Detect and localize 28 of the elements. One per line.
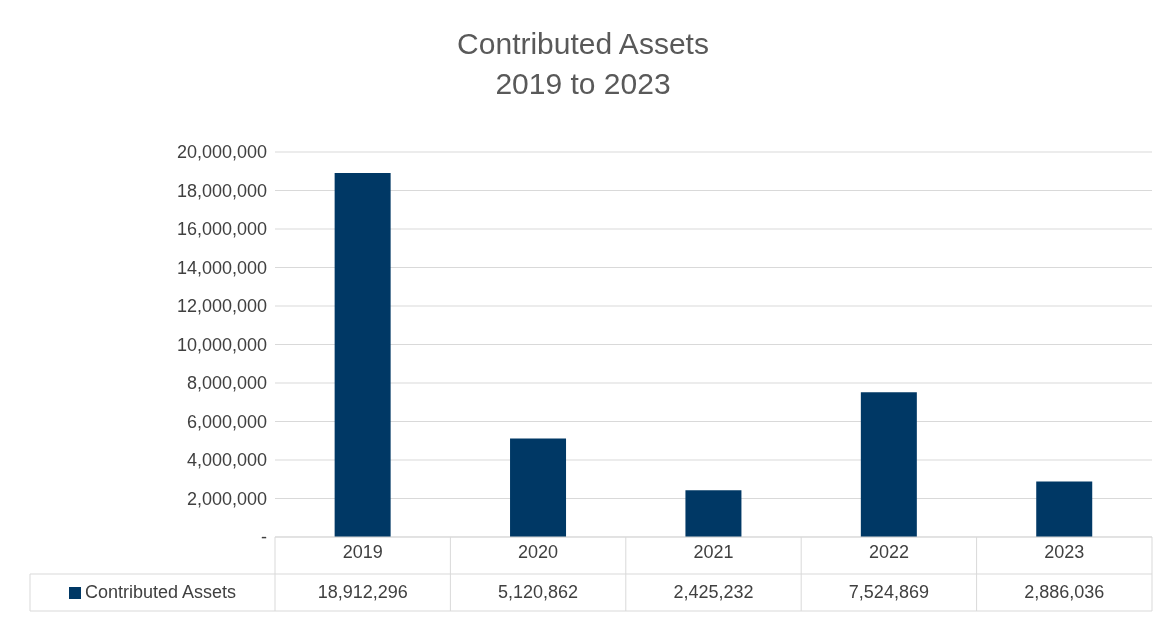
- x-tick-label: 2020: [518, 541, 559, 562]
- y-tick-label: 2,000,000: [186, 488, 267, 509]
- bar: [334, 172, 391, 537]
- bar: [860, 392, 917, 537]
- bar: [1036, 481, 1093, 537]
- x-tick-label: 2019: [342, 541, 383, 562]
- data-label: 5,120,862: [497, 581, 580, 604]
- y-tick-label: 4,000,000: [186, 450, 267, 471]
- y-tick-label: 16,000,000: [176, 219, 267, 240]
- y-tick-label: 14,000,000: [176, 257, 267, 278]
- bar: [510, 438, 567, 537]
- chart-title: Contributed Assets 2019 to 2023: [456, 26, 710, 102]
- x-tick-label: 2022: [868, 541, 909, 562]
- data-label: 7,524,869: [847, 581, 930, 604]
- data-label: 2,886,036: [1023, 581, 1106, 604]
- legend-label: Contributed Assets: [84, 582, 237, 603]
- data-label: 18,912,296: [316, 581, 409, 604]
- x-tick-label: 2023: [1044, 541, 1085, 562]
- bar: [685, 490, 742, 537]
- y-tick-label: 8,000,000: [186, 373, 267, 394]
- y-tick-label: 20,000,000: [176, 142, 267, 163]
- y-tick-label: -: [261, 527, 267, 548]
- data-label: 2,425,232: [672, 581, 755, 604]
- y-tick-label: 12,000,000: [176, 296, 267, 317]
- y-tick-label: 6,000,000: [186, 411, 267, 432]
- y-tick-label: 18,000,000: [176, 180, 267, 201]
- x-tick-label: 2021: [693, 541, 734, 562]
- y-tick-label: 10,000,000: [176, 334, 267, 355]
